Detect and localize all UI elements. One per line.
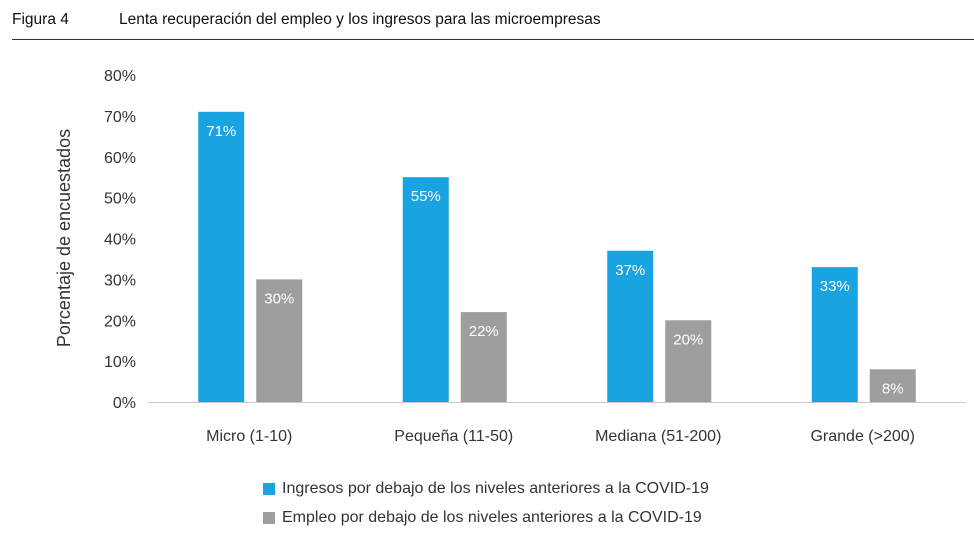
legend-item-ingresos: Ingresos por debajo de los niveles anter…: [263, 474, 709, 503]
data-label: 37%: [615, 262, 645, 279]
figure-header: Figura 4 Lenta recuperación del empleo y…: [12, 9, 974, 40]
legend-swatch-ingresos: [263, 482, 275, 495]
bar-empleo: [869, 369, 916, 402]
bar-ingresos: [607, 250, 654, 402]
x-tick-label: Pequeña (11-50): [394, 428, 513, 445]
y-tick-label: 70%: [104, 109, 136, 126]
x-tick-label: Grande (>200): [810, 428, 915, 445]
y-tick-label: 50%: [104, 191, 136, 208]
legend-item-empleo: Empleo por debajo de los niveles anterio…: [263, 503, 709, 532]
y-tick-label: 0%: [113, 395, 136, 412]
legend-label-empleo: Empleo por debajo de los niveles anterio…: [282, 508, 702, 526]
legend-swatch-empleo: [263, 511, 275, 524]
bar-empleo: [256, 279, 303, 402]
data-label: 55%: [411, 188, 441, 205]
y-tick-label: 30%: [104, 272, 136, 289]
y-tick-label: 60%: [104, 150, 136, 167]
figure-number: Figura 4: [12, 11, 69, 28]
y-tick-label: 40%: [104, 232, 136, 249]
y-tick-label: 10%: [104, 354, 136, 371]
data-label: 30%: [264, 290, 294, 307]
legend-label-ingresos: Ingresos por debajo de los niveles anter…: [282, 479, 709, 497]
data-label: 20%: [673, 331, 703, 348]
figure-title: Lenta recuperación del empleo y los ingr…: [119, 11, 601, 28]
data-label: 22%: [469, 323, 499, 340]
data-label: 71%: [206, 123, 236, 140]
y-axis-title: Porcentaje de encuestados: [54, 129, 74, 347]
bar-ingresos: [198, 111, 245, 402]
data-label: 33%: [820, 278, 850, 295]
bar-chart: 0% 10% 20% 30% 40% 50% 60% 70% 80% Porcentaje de …: [54, 68, 966, 445]
bar-ingresos: [811, 267, 858, 402]
bar-empleo: [460, 312, 507, 402]
legend: Ingresos por debajo de los niveles anter…: [263, 474, 709, 532]
bar-empleo: [665, 320, 712, 402]
x-tick-label: Micro (1-10): [206, 428, 292, 445]
data-label: 8%: [882, 380, 904, 397]
y-tick-label: 80%: [104, 68, 136, 85]
bar-ingresos: [402, 177, 449, 402]
x-tick-label: Mediana (51-200): [595, 428, 721, 445]
y-tick-label: 20%: [104, 313, 136, 330]
